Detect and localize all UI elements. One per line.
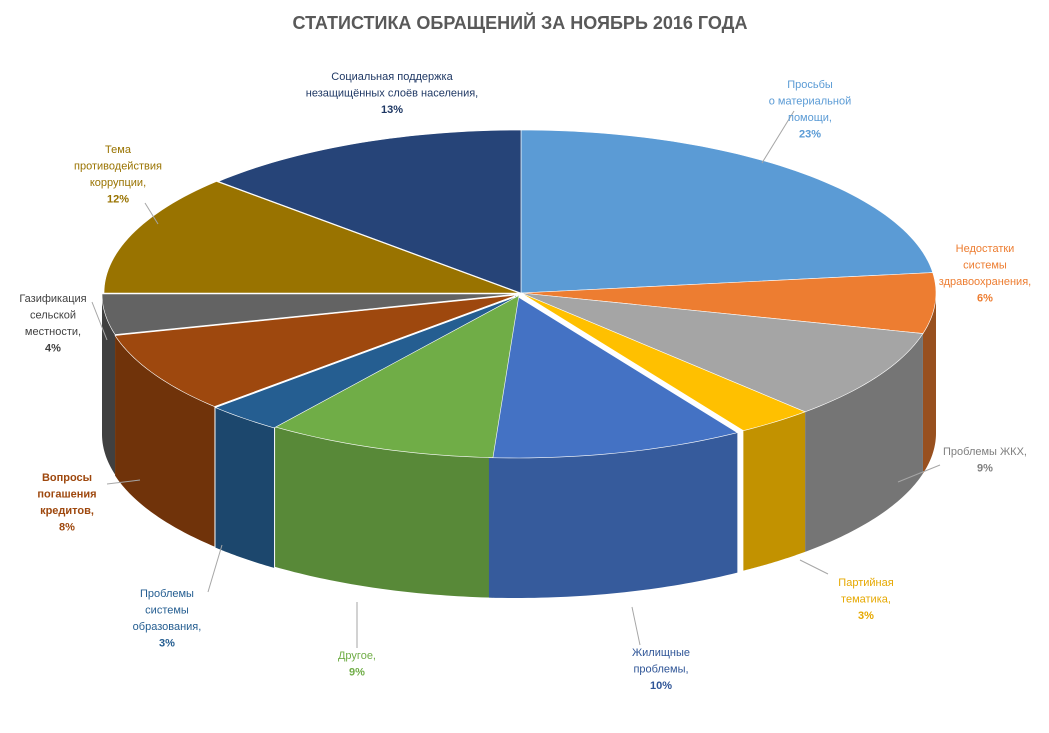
- slice-label-6: Проблемы системы образования, 3%: [133, 588, 202, 650]
- slice-label-line: проблемы,: [633, 664, 688, 676]
- slice-value-label: 12%: [107, 194, 129, 206]
- slice-label-7: Вопросы погашения кредитов, 8%: [37, 472, 96, 534]
- slice-label-line: здравоохранения,: [939, 276, 1031, 288]
- slice-label-5: Другое, 9%: [338, 650, 376, 679]
- slice-label-line: системы: [963, 260, 1007, 272]
- slice-label-line: о материальной: [769, 96, 852, 108]
- slice-value-label: 10%: [650, 680, 672, 692]
- slice-10: [217, 129, 522, 294]
- slice-side-7: [115, 335, 215, 547]
- slice-label-line: Партийная: [838, 577, 893, 589]
- slice-label-line: кредитов,: [40, 505, 94, 517]
- leader-line-2: [897, 464, 941, 483]
- leader-line-8: [91, 301, 108, 341]
- slice-label-9: Тема противодействия коррупции, 12%: [74, 144, 162, 206]
- slice-value-label: 4%: [45, 343, 61, 355]
- slice-label-0: Просьбы о материальной помощи, 23%: [769, 79, 852, 141]
- slice-4: [488, 294, 739, 459]
- slice-1: [520, 272, 937, 334]
- leader-line-6: [207, 544, 223, 593]
- slice-value-label: 8%: [59, 522, 75, 534]
- slice-label-line: Проблемы ЖКХ,: [943, 446, 1027, 458]
- slice-label-line: погашения: [37, 489, 96, 501]
- slice-9: [103, 181, 520, 294]
- slice-2: [520, 292, 924, 413]
- slice-5: [274, 294, 520, 458]
- slice-side-2: [805, 333, 923, 552]
- leader-lines: [91, 110, 941, 648]
- slice-value-label: 3%: [159, 638, 175, 650]
- slice-label-line: Социальная поддержка: [331, 71, 453, 83]
- slice-label-line: Вопросы: [42, 472, 92, 484]
- slice-label-10: Социальная поддержка незащищённых слоёв н…: [306, 71, 478, 116]
- slice-label-line: противодействия: [74, 161, 162, 173]
- slice-side-4: [488, 432, 738, 598]
- slice-label-line: местности,: [25, 326, 81, 338]
- slice-label-line: Просьбы: [787, 79, 833, 91]
- leader-line-7: [106, 479, 141, 485]
- slice-value-label: 6%: [977, 293, 993, 305]
- slice-side-3: [743, 411, 806, 571]
- slice-side-5: [275, 426, 493, 598]
- slice-label-line: системы: [145, 605, 189, 617]
- slice-label-8: Газификация сельской местности, 4%: [19, 293, 86, 355]
- slice-label-1: Недостатки системы здравоохранения, 6%: [939, 243, 1031, 305]
- slice-3: [520, 292, 806, 431]
- leader-line-0: [761, 110, 795, 164]
- slice-labels: Просьбы о материальной помощи, 23% Недостатк…: [19, 71, 1031, 692]
- slice-label-line: Недостатки: [956, 243, 1015, 255]
- slice-side-1: [922, 293, 936, 474]
- slice-label-line: тематика,: [841, 594, 891, 606]
- slice-8: [101, 293, 518, 335]
- pie-sides: [102, 293, 936, 598]
- slice-label-line: Газификация: [19, 293, 86, 305]
- slice-label-line: помощи,: [788, 112, 832, 124]
- slice-label-line: Жилищные: [632, 647, 690, 659]
- slice-label-line: коррупции,: [90, 177, 146, 189]
- slice-6: [214, 295, 519, 429]
- slice-label-2: Проблемы ЖКХ, 9%: [943, 446, 1027, 475]
- slice-label-line: Проблемы: [140, 588, 194, 600]
- slice-label-4: Жилищные проблемы, 10%: [632, 647, 690, 692]
- slice-label-line: Тема: [105, 144, 132, 156]
- leader-line-3: [799, 559, 829, 575]
- slice-0: [520, 129, 934, 294]
- slice-7: [114, 294, 518, 407]
- slice-value-label: 9%: [349, 667, 365, 679]
- slice-value-label: 3%: [858, 610, 874, 622]
- slice-side-6: [215, 407, 275, 568]
- slice-label-line: Другое,: [338, 650, 376, 662]
- slice-label-line: образования,: [133, 621, 202, 633]
- slice-value-label: 13%: [381, 104, 403, 116]
- slice-label-line: сельской: [30, 310, 76, 322]
- slice-label-line: незащищённых слоёв населения,: [306, 88, 478, 100]
- slice-label-3: Партийная тематика, 3%: [838, 577, 893, 622]
- leader-line-4: [631, 606, 641, 646]
- slice-side-8: [102, 294, 116, 475]
- leader-line-9: [144, 202, 159, 225]
- chart-title: СТАТИСТИКА ОБРАЩЕНИЙ ЗА НОЯБРЬ 2016 ГОДА: [293, 12, 748, 33]
- slice-value-label: 9%: [977, 463, 993, 475]
- pie-tops: [101, 129, 937, 459]
- slice-value-label: 23%: [799, 129, 821, 141]
